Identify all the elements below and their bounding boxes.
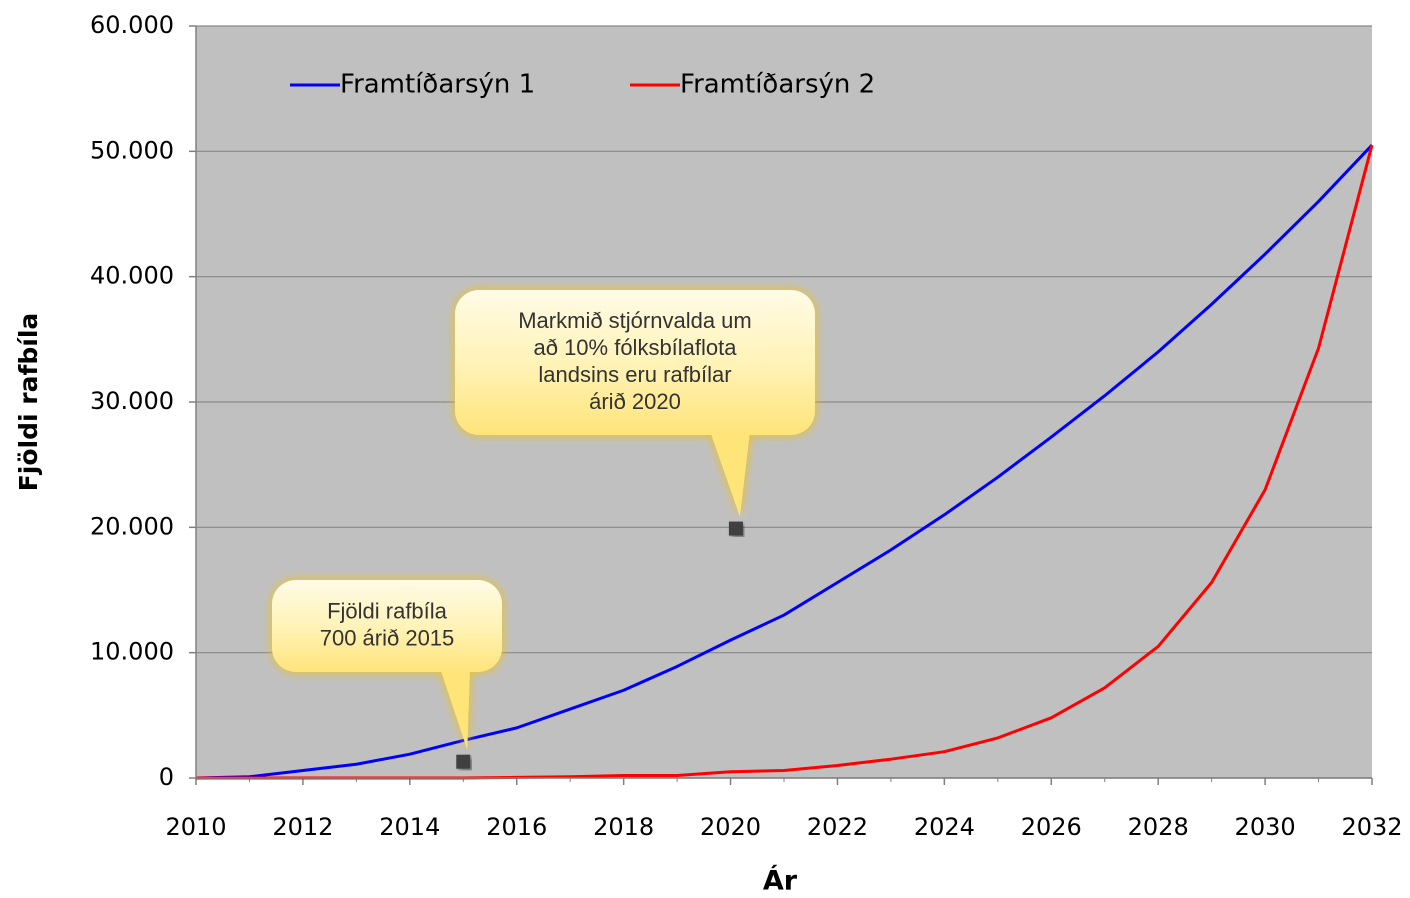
x-tick-label: 2032: [1341, 813, 1402, 841]
x-tick-label: 2022: [807, 813, 868, 841]
y-tick-label: 10.000: [90, 638, 174, 666]
series-line: [195, 144, 1374, 780]
callout-text: Markmið stjórnvalda um: [518, 308, 752, 333]
callout-box: [455, 290, 815, 435]
callout-text: árið 2020: [589, 389, 681, 414]
x-tick-label: 2010: [165, 813, 226, 841]
x-tick-label: 2016: [486, 813, 547, 841]
y-tick-label: 30.000: [90, 387, 174, 415]
callout: [272, 580, 502, 750]
y-tick-label: 50.000: [90, 136, 174, 164]
callout-pointer: [440, 668, 470, 750]
annotation-marker: [456, 754, 471, 769]
annotation-marker: [728, 521, 743, 536]
y-tick-label: 0: [159, 763, 174, 791]
x-tick-label: 2030: [1235, 813, 1296, 841]
x-tick-label: 2012: [272, 813, 333, 841]
x-tick-label: 2018: [593, 813, 654, 841]
x-tick-label: 2028: [1128, 813, 1189, 841]
x-axis-label: Ár: [763, 865, 798, 897]
y-tick-label: 40.000: [90, 262, 174, 290]
x-tick-label: 2020: [700, 813, 761, 841]
y-tick-label: 20.000: [90, 512, 174, 540]
callout-text: að 10% fólksbílaflota: [533, 335, 737, 360]
x-tick-label: 2024: [914, 813, 975, 841]
callout-text: Fjöldi rafbíla: [327, 598, 448, 623]
callout-text: 700 árið 2015: [320, 625, 455, 650]
callout-text: landsins eru rafbílar: [538, 362, 731, 387]
callout-box: [272, 580, 502, 672]
y-tick-label: 60.000: [90, 11, 174, 39]
y-axis-label: Fjöldi rafbíla: [14, 313, 43, 492]
callout-pointer: [710, 431, 750, 517]
callout: [455, 290, 815, 517]
legend-label: Framtíðarsýn 1: [340, 70, 535, 100]
x-tick-label: 2014: [379, 813, 440, 841]
legend-label: Framtíðarsýn 2: [680, 70, 875, 100]
x-tick-label: 2026: [1021, 813, 1082, 841]
